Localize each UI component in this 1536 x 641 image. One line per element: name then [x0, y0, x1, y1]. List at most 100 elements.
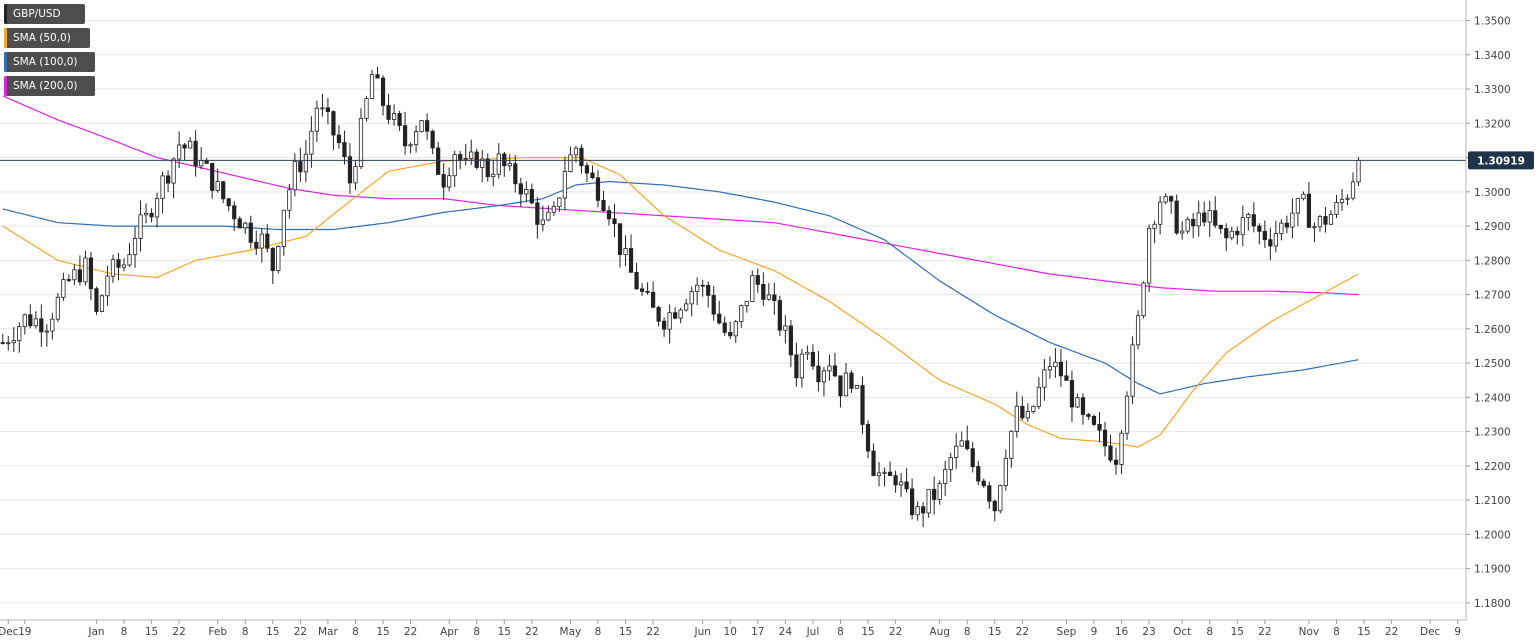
candle-body	[375, 74, 380, 79]
candle-body	[182, 144, 187, 149]
candle-body	[992, 500, 997, 512]
candle	[0, 333, 5, 345]
candle-body	[645, 291, 650, 293]
candle	[1262, 220, 1267, 248]
candle-body	[1240, 217, 1245, 236]
candle-body	[998, 485, 1003, 512]
candle	[1031, 405, 1036, 414]
candle	[777, 295, 782, 337]
candle-body	[1069, 380, 1075, 408]
candle	[838, 375, 843, 408]
y-tick-label: 1.2900	[1474, 221, 1511, 233]
candle-body	[237, 218, 242, 229]
candle-body	[441, 174, 446, 188]
candle	[882, 467, 887, 487]
x-tick-label: 8	[1206, 626, 1213, 638]
candle-body	[562, 171, 568, 199]
candle-body	[1350, 181, 1356, 199]
candle	[805, 345, 810, 360]
candle-body	[954, 445, 959, 458]
candle-body	[805, 351, 810, 355]
candle-body	[1273, 233, 1278, 247]
candle	[810, 344, 816, 370]
candle-body	[689, 291, 694, 305]
candle-body	[77, 269, 83, 283]
candle-body	[1108, 445, 1113, 461]
candle-body	[750, 275, 755, 302]
candle-body	[1262, 230, 1267, 241]
legend-item-gbpusd[interactable]: GBP/USD	[4, 4, 85, 24]
candle	[110, 254, 116, 283]
x-tick-label: 22	[525, 626, 538, 638]
candle-body	[303, 153, 308, 173]
candle-body	[639, 288, 645, 292]
candle-body	[612, 218, 617, 225]
candle	[369, 69, 375, 99]
candle	[932, 476, 937, 515]
candle-body	[402, 125, 408, 147]
candle	[639, 283, 645, 297]
candle-body	[739, 305, 744, 323]
candle-body	[711, 295, 716, 315]
candle	[99, 294, 105, 313]
candle	[1185, 216, 1190, 234]
candle-body	[72, 269, 77, 281]
candle	[77, 255, 83, 286]
candle	[755, 268, 760, 293]
candle-body	[215, 181, 220, 191]
candle	[799, 348, 804, 388]
x-tick-label: 22	[294, 626, 307, 638]
candle	[1069, 370, 1075, 423]
candle-body	[1218, 224, 1223, 229]
candle	[39, 304, 44, 347]
candle	[1284, 215, 1289, 234]
candle-body	[849, 372, 854, 389]
candle-body	[1102, 429, 1108, 447]
legend-item-sma50[interactable]: SMA (50,0)	[4, 28, 90, 48]
candle-body	[1124, 395, 1130, 434]
candle-body	[254, 241, 259, 249]
candle	[358, 108, 364, 169]
candle-body	[243, 222, 248, 229]
candle	[965, 425, 970, 451]
candle	[1135, 310, 1141, 350]
y-tick-label: 1.3300	[1474, 84, 1511, 96]
candle-body	[265, 233, 270, 249]
x-tick-label: Jul	[806, 626, 820, 638]
candle-body	[1025, 411, 1030, 419]
candle	[309, 116, 314, 168]
candle	[987, 481, 992, 509]
candle-body	[1086, 414, 1091, 417]
candle-body	[755, 275, 760, 285]
candle	[970, 441, 975, 473]
legend-item-sma200[interactable]: SMA (200,0)	[4, 76, 95, 96]
candle	[816, 350, 821, 392]
x-tick-label: Dec	[0, 626, 19, 638]
candle-body	[1339, 198, 1345, 203]
candle	[673, 307, 678, 320]
candle-body	[1213, 210, 1218, 226]
legend-label: GBP/USD	[13, 8, 61, 20]
current-price-tag: 1.30919	[1468, 151, 1534, 170]
x-tick-label: 8	[473, 626, 480, 638]
x-tick-label: 15	[498, 626, 511, 638]
candle-body	[270, 247, 275, 271]
candle	[447, 167, 452, 192]
candle-body	[518, 183, 523, 195]
x-tick-label: 24	[779, 626, 793, 638]
candle-body	[766, 294, 771, 300]
legend-item-sma100[interactable]: SMA (100,0)	[4, 52, 95, 72]
candle-body	[1279, 222, 1284, 234]
candle	[1334, 194, 1339, 219]
candle-body	[1163, 196, 1168, 203]
candle-body	[1268, 239, 1273, 247]
candle-body	[1251, 214, 1256, 227]
candle-body	[706, 284, 711, 296]
candle-body	[1152, 223, 1157, 229]
candle	[689, 286, 694, 317]
candle	[105, 265, 110, 306]
candle-body	[799, 353, 804, 379]
candle-body	[854, 384, 860, 389]
candle-body	[199, 160, 204, 167]
